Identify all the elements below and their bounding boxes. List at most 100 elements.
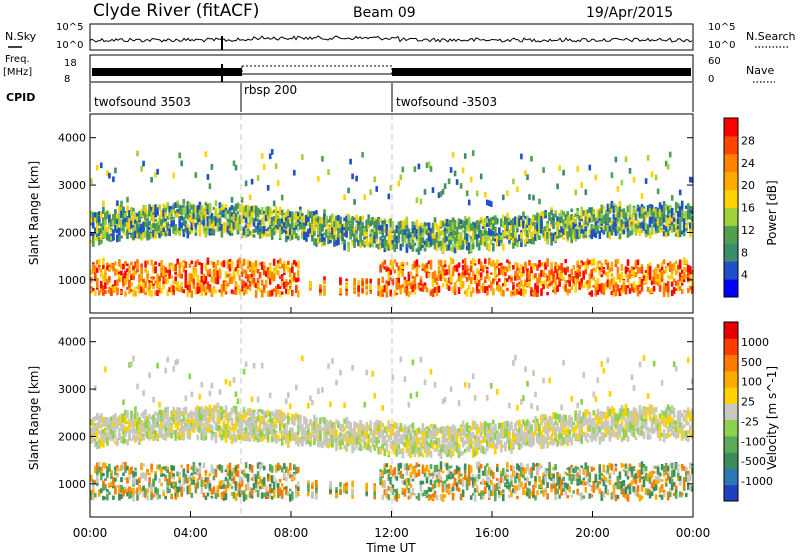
power-cell <box>486 245 489 250</box>
power-cell <box>610 228 614 236</box>
power-cell <box>494 272 497 279</box>
power-cell <box>481 268 485 273</box>
power-cell <box>307 232 310 238</box>
power-cell <box>685 259 688 265</box>
power-cell <box>618 211 622 217</box>
power-cell <box>252 209 256 213</box>
power-cell <box>540 215 543 223</box>
power-cell <box>258 287 262 293</box>
power-cell <box>552 213 555 219</box>
vel-cell <box>122 424 125 431</box>
power-cell <box>415 248 419 253</box>
power-cell <box>285 216 288 221</box>
power-cell <box>110 229 113 233</box>
power-cell <box>616 217 620 222</box>
power-cell <box>409 291 413 295</box>
power-cell <box>399 268 403 275</box>
power-cell <box>546 227 549 231</box>
power-cell <box>417 264 421 268</box>
power-cell <box>319 237 322 242</box>
power-cell <box>327 219 330 223</box>
power-cell <box>592 214 596 218</box>
power-cell <box>646 263 650 270</box>
power-cell <box>687 207 690 214</box>
vel-cell <box>164 431 167 440</box>
power-cell <box>650 227 654 235</box>
power-cell <box>670 272 674 279</box>
power-cell <box>403 222 407 231</box>
power-cell <box>297 290 300 298</box>
power-cell <box>96 213 99 223</box>
vel-cell <box>102 495 105 501</box>
power-cell <box>429 290 433 296</box>
power-cell <box>536 231 539 240</box>
power-cell <box>108 234 111 241</box>
power-cell <box>110 290 113 296</box>
power-cell <box>339 287 342 294</box>
power-cell <box>687 279 690 283</box>
power-cell <box>146 215 149 219</box>
power-cell <box>644 211 648 215</box>
vel-cell <box>168 426 171 430</box>
power-cell <box>122 206 125 213</box>
power-cell <box>642 223 646 231</box>
power-cell <box>437 192 441 198</box>
power-cell <box>463 267 467 276</box>
vel-cell <box>114 433 117 439</box>
vel-cell <box>242 411 246 418</box>
power-cell <box>301 222 304 230</box>
power-cell <box>411 276 415 279</box>
power-cell <box>100 226 103 231</box>
power-cell <box>512 285 515 291</box>
power-cell <box>423 285 427 289</box>
power-cell <box>413 261 417 269</box>
power-cell <box>580 260 583 265</box>
power-cell <box>369 237 372 244</box>
power-cell <box>309 281 312 289</box>
vel-cell <box>238 476 242 482</box>
power-cell <box>469 223 473 230</box>
power-cell <box>152 271 155 274</box>
power-cell <box>486 242 489 248</box>
power-cell <box>465 246 469 251</box>
vel-cell <box>204 405 208 411</box>
power-cell <box>584 217 588 225</box>
power-cell <box>628 282 632 286</box>
power-cell <box>232 275 236 280</box>
power-cell <box>236 268 240 276</box>
power-cell <box>680 231 684 235</box>
vel-cell <box>220 492 224 497</box>
power-cell <box>192 213 196 220</box>
power-cell <box>188 279 192 283</box>
power-cell <box>317 221 320 230</box>
power-cell <box>140 271 143 279</box>
power-cell <box>230 260 234 269</box>
power-cell <box>333 227 336 235</box>
power-cell <box>459 232 463 241</box>
power-cell <box>465 288 469 297</box>
vel-cell <box>204 471 208 477</box>
vel-cell <box>104 436 107 443</box>
vel-cell <box>138 428 141 434</box>
power-cell <box>100 212 103 219</box>
power-cell <box>608 203 612 209</box>
power-cell <box>335 215 338 221</box>
vel-cell <box>226 464 230 470</box>
power-cell <box>345 278 348 282</box>
power-cell <box>592 267 596 271</box>
vel-cell <box>182 418 186 425</box>
vel-cell <box>204 484 208 489</box>
power-cell <box>258 272 262 279</box>
power-cell <box>311 211 314 220</box>
power-cell <box>508 275 511 280</box>
power-cell <box>445 236 449 242</box>
power-cell <box>186 281 190 285</box>
vel-cell <box>100 438 103 447</box>
power-cell <box>190 290 194 298</box>
power-cell <box>654 278 658 285</box>
power-cell <box>630 225 634 231</box>
power-cell <box>568 275 571 282</box>
power-cell <box>90 210 93 218</box>
power-cell <box>488 276 491 281</box>
power-cell <box>526 224 529 228</box>
